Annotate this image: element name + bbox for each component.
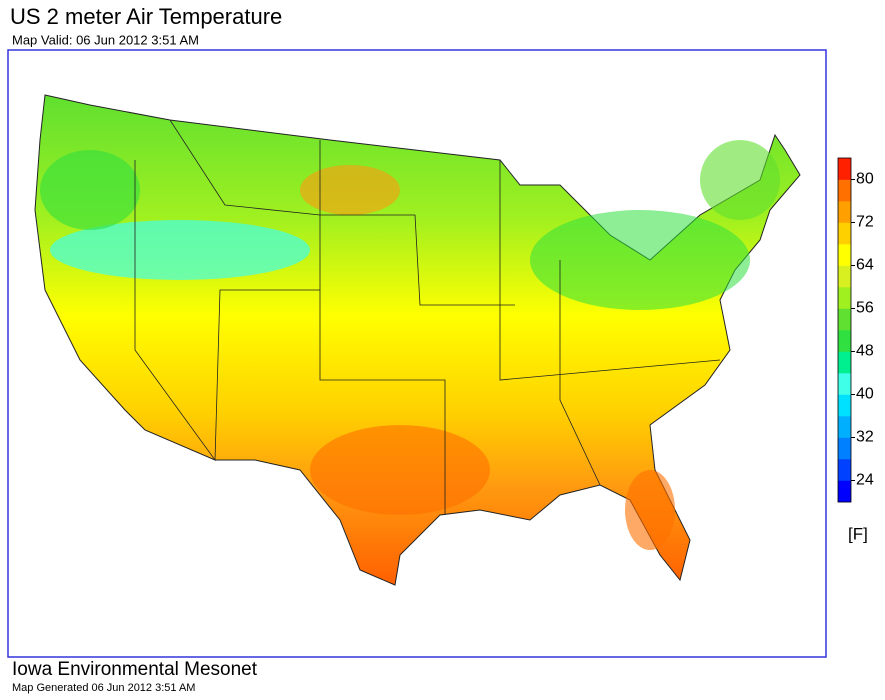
footer-generated: Map Generated 06 Jun 2012 3:51 AM (12, 682, 195, 694)
colorbar-segment (838, 480, 851, 503)
footer-source: Iowa Environmental Mesonet (12, 659, 258, 680)
colorbar-segment (838, 437, 851, 460)
colorbar-tick-label: 40 (856, 386, 874, 403)
colorbar-tick-label: 72 (856, 214, 874, 231)
state-border (559, 260, 601, 486)
colorbar-segment (838, 394, 851, 417)
colorbar-tick-label: 32 (856, 429, 874, 446)
colorbar-segment (838, 244, 851, 266)
colorbar-segment (838, 308, 851, 331)
state-border (169, 119, 515, 306)
colorbar-tick-label: 24 (856, 472, 874, 489)
state-border (499, 160, 721, 381)
colorbar-segment (838, 373, 851, 395)
colorbar-segment (838, 265, 851, 288)
colorbar-segment (838, 351, 851, 374)
colorbar-segment (838, 179, 851, 202)
cool-region (50, 220, 310, 280)
colorbar-tick-label: 80 (856, 171, 874, 188)
state-border (134, 160, 320, 462)
colorbar-tick-label: 56 (856, 300, 874, 317)
colorbar-segment (838, 222, 851, 245)
colorbar-tick-label: 64 (856, 257, 874, 274)
state-border (319, 140, 446, 515)
colorbar: 24 32 40 48 56 64 72 80 (837, 157, 874, 503)
cool-region (700, 140, 780, 220)
subtitle: Map Valid: 06 Jun 2012 3:51 AM (12, 32, 199, 47)
colorbar-tick-label: 48 (856, 343, 874, 360)
cool-region (40, 150, 140, 230)
us-map (34, 94, 801, 586)
colorbar-segment (838, 158, 851, 180)
colorbar-segment (838, 416, 851, 438)
colorbar-unit: [F] (848, 524, 868, 543)
warm-region (310, 425, 490, 515)
title: US 2 meter Air Temperature (10, 4, 282, 29)
cool-region (530, 210, 750, 310)
warm-region (300, 165, 400, 215)
colorbar-segment (838, 459, 851, 481)
colorbar-segment (838, 201, 851, 223)
colorbar-segment (838, 330, 851, 352)
colorbar-border (837, 157, 852, 503)
colorbar-segment (838, 287, 851, 309)
warm-region (625, 470, 675, 550)
